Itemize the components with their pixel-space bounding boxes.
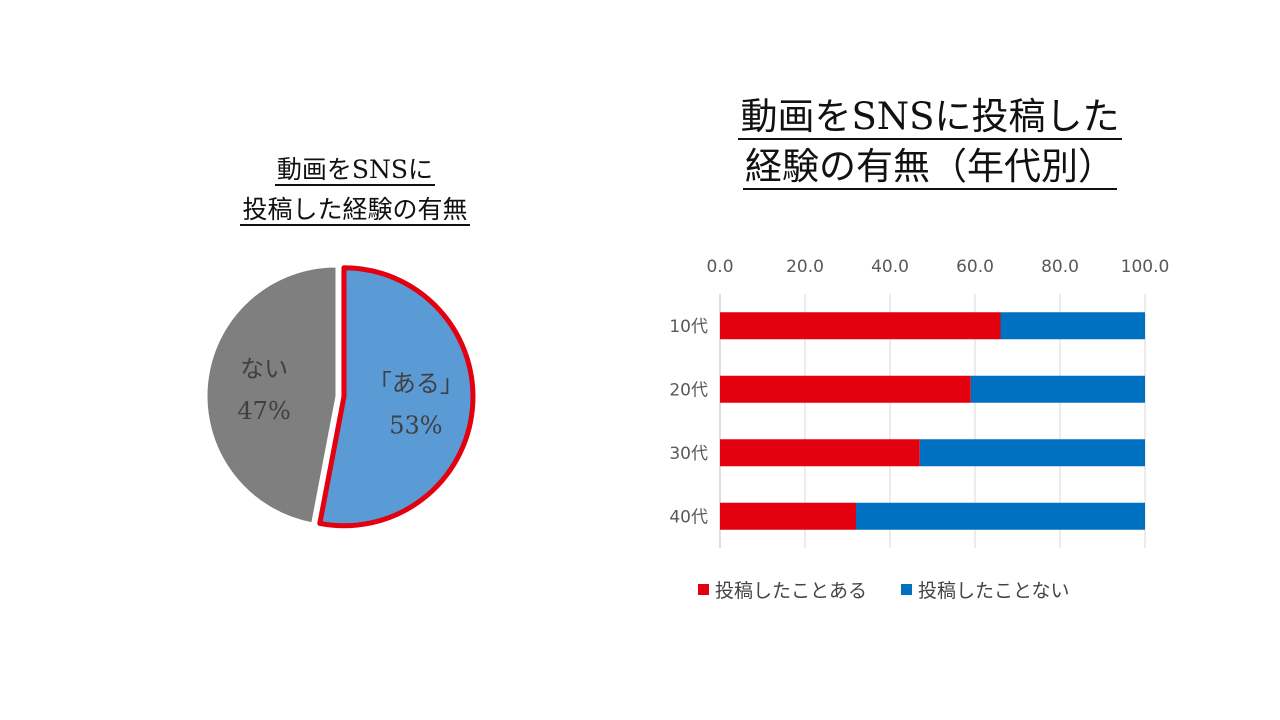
legend-swatch-not-posted	[901, 584, 913, 595]
pie-title-line-2: 投稿した経験の有無	[240, 195, 470, 226]
legend-label-not-posted: 投稿したことない	[918, 580, 1070, 602]
pie-label-aru: 「ある」	[368, 370, 464, 398]
legend-item-not-posted: 投稿したことない	[901, 576, 1069, 603]
bar-category-label: 40代	[669, 507, 708, 527]
bar-segment-not-posted	[1000, 312, 1145, 340]
pie-label-nai: ない	[240, 355, 288, 383]
bar-category-label: 10代	[669, 317, 708, 337]
bar-segment-not-posted	[919, 439, 1145, 467]
bar-tick-label: 20.0	[786, 257, 824, 277]
pie-slice-aru	[317, 265, 476, 529]
legend-label-posted: 投稿したことある	[715, 580, 868, 602]
pie-title-line-1: 動画をSNSに	[274, 155, 436, 186]
bar-category-label: 30代	[669, 444, 708, 464]
legend-swatch-posted	[698, 584, 709, 595]
bar-title-line-2: 経験の有無（年代別）	[743, 145, 1117, 190]
pie-slice-nai	[206, 266, 337, 524]
bar-tick-label: 40.0	[871, 257, 909, 277]
bar-segment-not-posted	[970, 375, 1145, 403]
bar-segment-posted	[720, 375, 971, 403]
bar-segment-posted	[720, 439, 920, 467]
bar-tick-label: 60.0	[956, 257, 994, 277]
bar-tick-label: 80.0	[1041, 257, 1079, 277]
bar-category-label: 20代	[669, 380, 708, 400]
bar-segment-posted	[720, 502, 856, 530]
pie-percent-nai: 47%	[237, 397, 290, 425]
legend-item-posted: 投稿したことある	[698, 576, 867, 603]
bar-segment-posted	[720, 312, 1001, 340]
bar-title-line-1: 動画をSNSに投稿した	[738, 95, 1122, 140]
pie-percent-aru: 53%	[389, 412, 442, 440]
bar-chart-title: 動画をSNSに投稿した 経験の有無（年代別）	[700, 92, 1160, 192]
bar-tick-label: 100.0	[1121, 257, 1170, 277]
bar-segment-not-posted	[856, 502, 1145, 530]
bar-tick-label: 0.0	[706, 257, 733, 277]
pie-chart-title: 動画をSNSに 投稿した経験の有無	[190, 150, 520, 230]
bar-legend: 投稿したことある 投稿したことない	[698, 576, 1103, 603]
